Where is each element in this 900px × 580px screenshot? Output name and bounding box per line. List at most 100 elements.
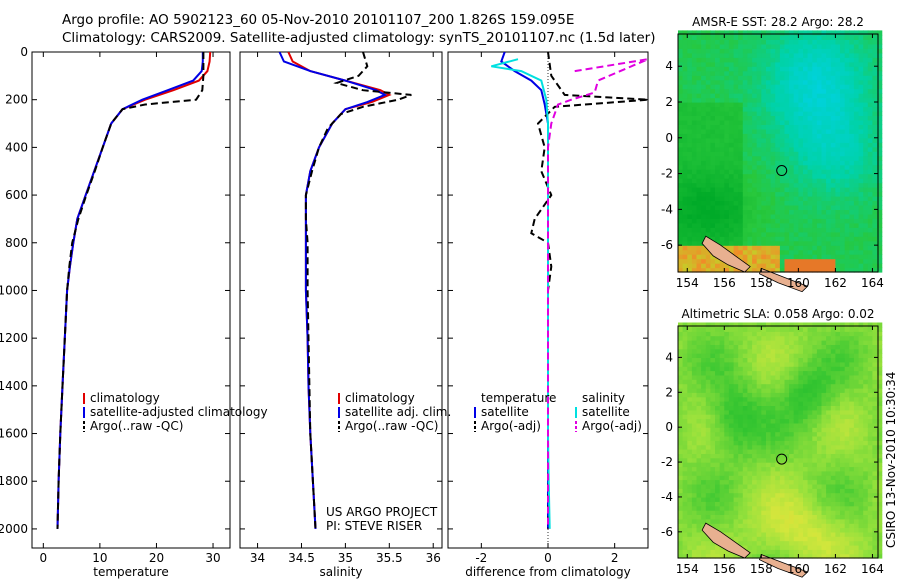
map-cell [710,222,716,228]
map-cell [752,401,758,406]
map-cell [812,200,818,206]
map-cell [719,200,725,206]
map-cell [807,187,813,193]
map-cell [761,453,767,459]
map-cell [770,449,776,454]
map-cell [779,470,786,476]
map-cell [798,440,804,446]
map-cell [733,164,739,170]
map-cell [830,440,836,446]
map-cell [756,231,762,237]
map-cell [733,344,739,350]
map-cell [830,383,836,389]
map-cell [830,30,836,36]
map-cell [807,79,813,85]
map-cell [705,422,711,428]
map-cell [858,263,864,269]
map-cell [849,254,855,260]
map-cell [779,115,786,121]
map-cell [742,106,748,112]
map-cell [696,392,702,398]
map-cell [719,97,725,103]
map-cell [696,30,702,36]
map-cell [867,488,873,494]
map-cell [747,492,753,498]
map-cell [807,514,813,520]
map-cell [826,379,832,385]
map-cell [821,348,827,354]
temperature-series-climatology [56,52,212,529]
map-cell [678,414,684,420]
map-cell [826,128,832,134]
map-cell [678,209,684,215]
map-cell [826,93,832,99]
map-cell [858,43,864,49]
map-cell [738,79,744,85]
map-cell [872,492,878,498]
map-cell [863,79,869,85]
map-cell [756,536,762,542]
map-cell [766,236,772,242]
map-cell [798,119,804,125]
map-cell [691,115,698,121]
map-cell [784,142,790,148]
map-cell [742,366,748,372]
map-cell [696,79,702,85]
map-cell [798,457,804,463]
map-cell [701,510,707,515]
map-cell [867,249,873,255]
map-cell [844,374,850,380]
map-cell [793,115,799,121]
map-cell [853,348,860,354]
map-cell [844,146,850,152]
map-cell [770,146,776,152]
map-cell [807,173,813,179]
map-cell [807,258,813,264]
map-cell [752,527,758,533]
map-cell [807,34,813,40]
map-cell [803,182,809,188]
map-cell [756,361,762,367]
map-cell [779,496,786,502]
map-cell [830,128,836,134]
map-cell [766,409,772,415]
map-cell [816,383,823,389]
map-cell [840,387,846,393]
map-cell [840,357,846,363]
map-cell [863,405,869,411]
map-cell [821,449,827,454]
map-cell [770,527,776,533]
map-cell [835,66,841,72]
map-cell [844,61,850,67]
map-cell [877,527,883,533]
map-cell [798,470,804,476]
map-cell [793,344,799,350]
map-cell [826,357,832,363]
map-cell [678,514,684,520]
diff-legend-temperature-title: temperature [481,391,556,405]
map-cell [770,514,776,520]
map-cell [844,213,850,219]
map-cell [867,422,873,428]
map-cell [710,540,716,546]
map-cell [770,222,776,228]
map-cell [844,427,850,433]
map-cell [816,401,823,406]
map-cell [775,531,781,537]
map-cell [682,102,688,108]
map-cell [863,422,869,428]
map-cell [826,496,832,502]
map-cell [766,370,772,376]
map-cell [835,335,841,341]
map-cell [816,34,823,40]
map-cell [830,518,836,524]
map-cell [775,88,781,94]
map-cell [742,540,748,546]
map-cell [812,155,818,161]
map-cell [779,531,786,537]
map-cell [798,518,804,524]
map-cell [756,119,762,125]
map-cell [816,549,823,555]
map-cell [835,440,841,446]
sst_map-lat-label: -4 [661,202,673,216]
